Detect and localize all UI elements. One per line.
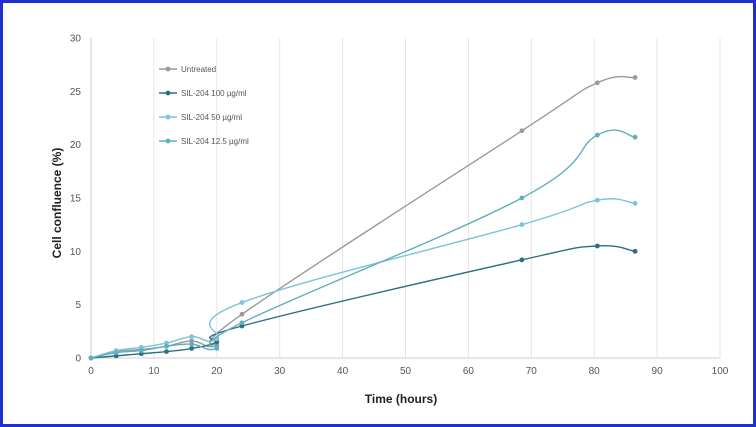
- axes: 0 10 20 30 40 50 60 70 80 90 100 0 5 10 15 20 25 30: [70, 34, 729, 378]
- series-4-point: [88, 355, 94, 361]
- x-axis-title: Time (hours): [365, 392, 437, 406]
- series-3-point: [519, 222, 525, 228]
- y-axis-title: Cell confluence (%): [50, 148, 64, 259]
- series-1-point: [632, 75, 638, 80]
- series-1-point: [239, 311, 245, 317]
- series-4-point: [138, 348, 144, 353]
- x-tick-label: 100: [712, 366, 729, 377]
- x-tick-label: 10: [148, 366, 160, 377]
- series-4-point: [519, 195, 525, 201]
- series-2-point: [594, 243, 600, 249]
- series-4-point: [214, 346, 220, 351]
- series-4-point: [164, 343, 169, 349]
- series-3-point: [632, 200, 638, 206]
- x-tick-label: 30: [274, 366, 286, 377]
- series-1-point: [594, 80, 600, 86]
- series-4-point: [594, 132, 600, 138]
- legend-series-3-marker: [165, 114, 171, 120]
- series-2-point: [632, 248, 638, 254]
- y-tick-label: 5: [75, 300, 81, 311]
- x-tick-label: 0: [88, 366, 94, 377]
- y-tick-label: 20: [70, 140, 82, 151]
- legend: Untreated SIL-204 100 µg/ml SIL-204 50 µg/…: [159, 65, 249, 146]
- x-tick-label: 60: [463, 366, 475, 377]
- legend-series-4-marker: [165, 138, 171, 144]
- series-4-point: [189, 341, 195, 347]
- grid: [153, 38, 721, 358]
- series-4-line: [90, 129, 636, 359]
- series-2-point: [519, 257, 525, 263]
- series-3-point: [594, 197, 600, 203]
- legend-series-2-label: SIL-204 100 µg/ml: [181, 89, 247, 98]
- y-tick-label: 10: [70, 247, 82, 258]
- series-3-line: [90, 198, 636, 359]
- legend-series-1-marker: [165, 66, 171, 72]
- series-4-point: [632, 134, 638, 140]
- y-tick-label: 25: [70, 87, 82, 98]
- series-1-line: [90, 75, 636, 359]
- series-4-point: [239, 320, 245, 326]
- series-2-point: [164, 349, 169, 354]
- x-tick-label: 90: [652, 366, 664, 377]
- x-tick-label: 20: [211, 366, 223, 377]
- series-4-point: [113, 350, 119, 356]
- x-tick-label: 50: [400, 366, 412, 377]
- legend-series-3-label: SIL-204 50 µg/ml: [181, 113, 242, 122]
- y-tick-label: 15: [70, 194, 82, 205]
- legend-series-1-label: Untreated: [181, 65, 216, 74]
- series-group: [88, 75, 638, 361]
- line-chart: 0 10 20 30 40 50 60 70 80 90 100 0 5 10 15 20 25 30 Untre…: [50, 34, 729, 407]
- legend-series-4-label: SIL-204 12.5 µg/ml: [181, 137, 249, 146]
- legend-series-2-marker: [165, 90, 171, 96]
- x-tick-label: 40: [337, 366, 349, 377]
- series-2-point: [189, 346, 195, 351]
- series-1-point: [519, 128, 525, 134]
- series-3-point: [189, 334, 195, 340]
- y-tick-label: 0: [75, 354, 81, 365]
- series-3-point: [239, 300, 245, 305]
- y-tick-label: 30: [70, 34, 82, 45]
- x-tick-label: 70: [526, 366, 538, 377]
- x-tick-label: 80: [589, 366, 601, 377]
